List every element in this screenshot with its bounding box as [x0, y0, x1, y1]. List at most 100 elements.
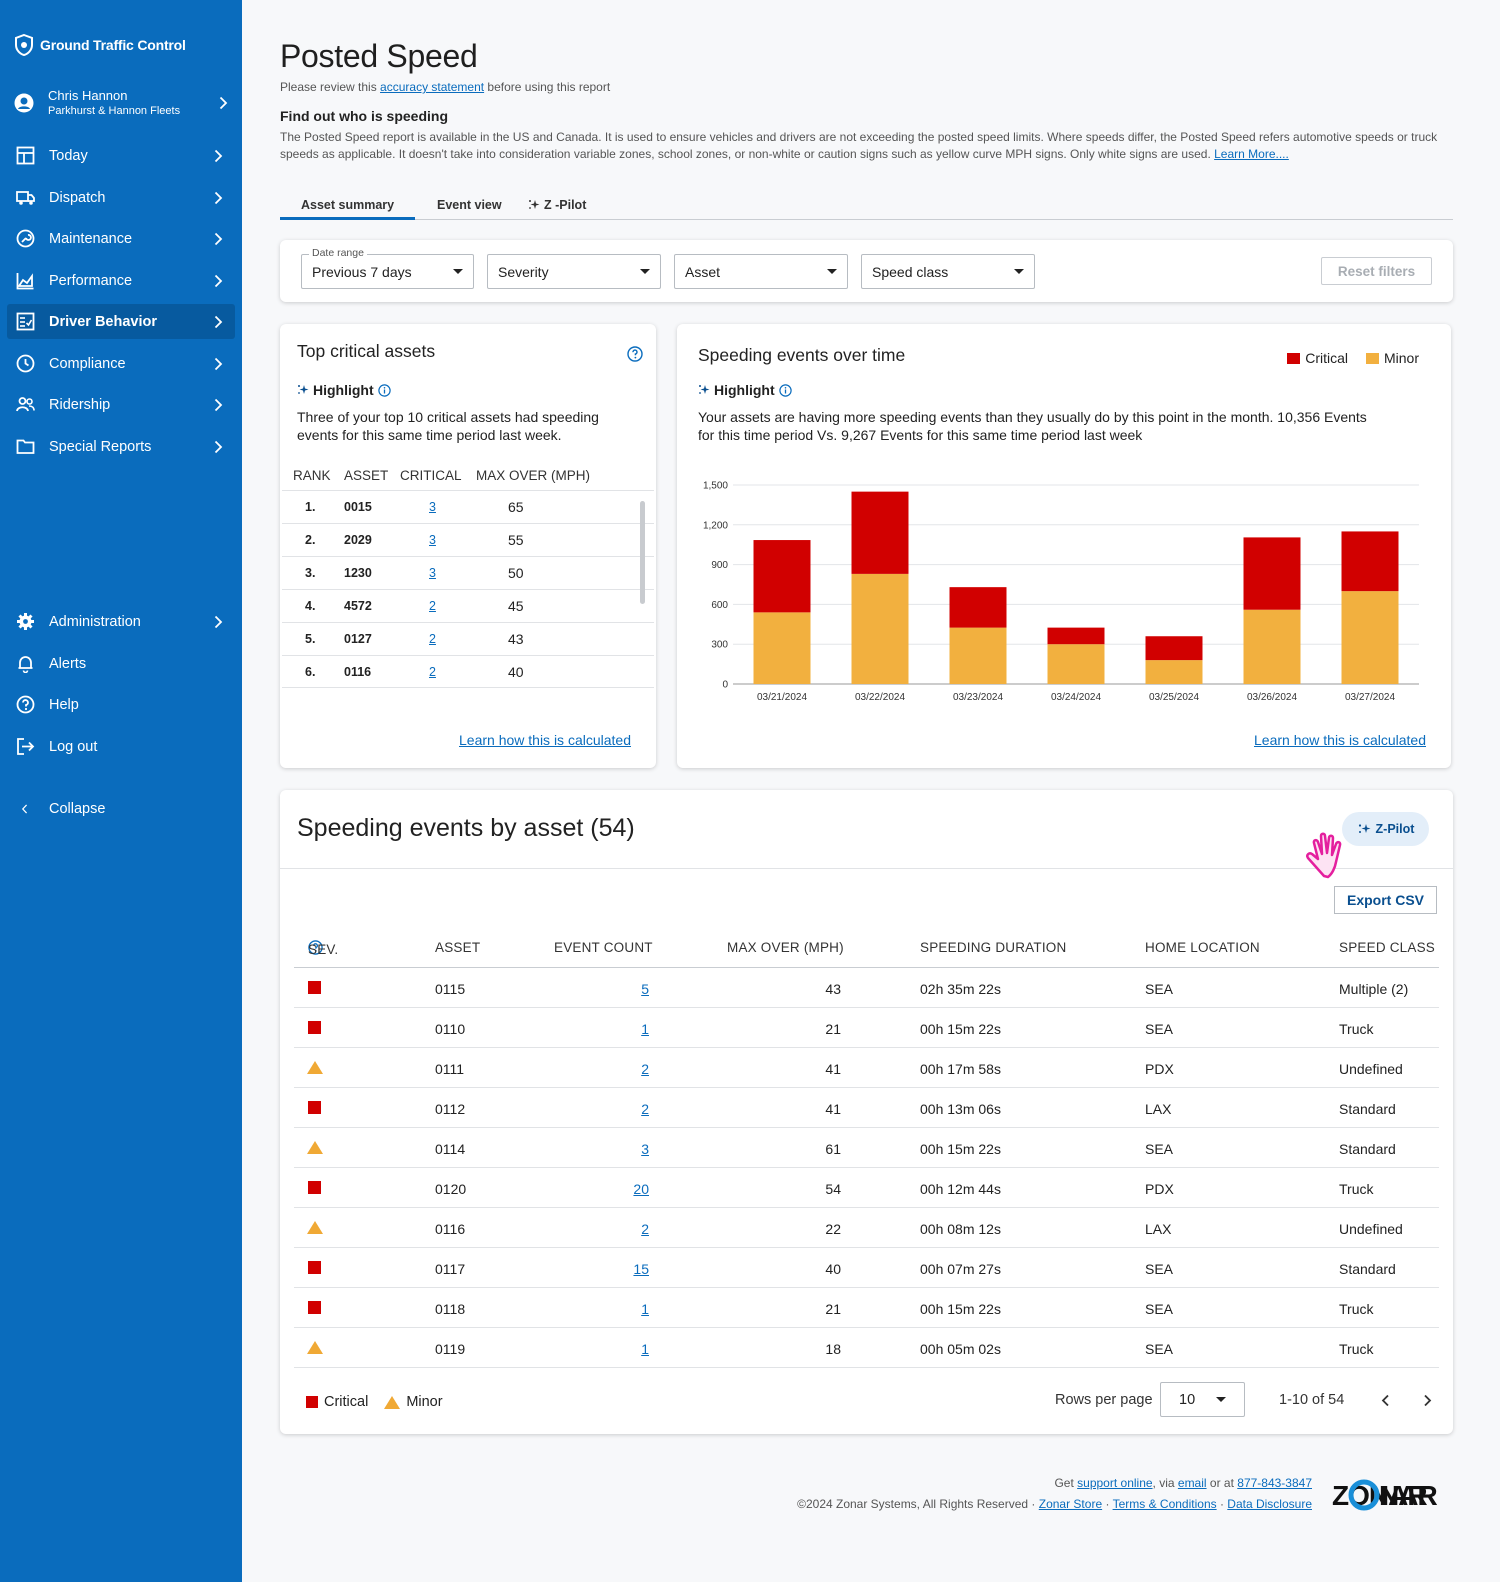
rows-per-page-value: 10	[1179, 1391, 1196, 1408]
collapse-button[interactable]: Collapse	[7, 791, 235, 826]
z-pilot-button[interactable]: Z-Pilot	[1342, 812, 1429, 846]
collapse-label: Collapse	[49, 800, 106, 817]
event-count-link[interactable]: 2	[641, 1061, 649, 1077]
critical-count-link[interactable]: 2	[429, 665, 436, 679]
event-count-link[interactable]: 1	[641, 1301, 649, 1317]
learn-calculated-link[interactable]: Learn how this is calculated	[459, 732, 631, 748]
tab-z-pilot[interactable]: Z -Pilot	[528, 198, 586, 212]
sidebar-item-driver-behavior[interactable]: Driver Behavior	[7, 304, 235, 339]
speeding-duration: 00h 07m 27s	[920, 1261, 1001, 1277]
event-count-link[interactable]: 1	[641, 1341, 649, 1357]
table-row: 0118 1 21 00h 15m 22s SEA Truck	[294, 1288, 1439, 1328]
event-count-link[interactable]: 5	[641, 981, 649, 997]
event-count-link[interactable]: 20	[633, 1181, 649, 1197]
find-description: The Posted Speed report is available in …	[280, 129, 1440, 162]
info-icon[interactable]	[778, 383, 792, 397]
learn-calculated-link[interactable]: Learn how this is calculated	[1254, 732, 1426, 748]
chevron-right-icon	[214, 357, 223, 371]
highlight-text: Your assets are having more speeding eve…	[698, 409, 1367, 443]
event-count-link[interactable]: 3	[641, 1141, 649, 1157]
sidebar-item-logout[interactable]: Log out	[7, 729, 235, 764]
asset-select[interactable]: Asset	[674, 254, 848, 289]
tab-event-view[interactable]: Event view	[437, 198, 502, 212]
home-location: PDX	[1145, 1061, 1174, 1077]
caret-down-icon	[827, 269, 837, 274]
sidebar-item-label: Maintenance	[49, 230, 133, 247]
sidebar-item-alerts[interactable]: Alerts	[7, 646, 235, 681]
speed-class-select[interactable]: Speed class	[861, 254, 1035, 289]
event-count-link[interactable]: 15	[633, 1261, 649, 1277]
phone-link[interactable]: 877-843-3847	[1237, 1476, 1312, 1490]
info-icon[interactable]	[377, 383, 391, 397]
help-icon[interactable]	[627, 346, 643, 362]
brand[interactable]: Ground Traffic Control	[14, 34, 186, 56]
page-title: Posted Speed	[280, 38, 478, 74]
sidebar-item-performance[interactable]: Performance	[7, 263, 235, 298]
event-count-link[interactable]: 2	[641, 1221, 649, 1237]
next-page-button[interactable]	[1423, 1394, 1432, 1407]
speeding-duration: 00h 15m 22s	[920, 1301, 1001, 1317]
accuracy-statement-link[interactable]: accuracy statement	[380, 80, 485, 94]
help-icon[interactable]	[308, 940, 323, 955]
critical-count-link[interactable]: 3	[429, 500, 436, 514]
rows-per-page-select[interactable]: 10	[1160, 1382, 1245, 1417]
speed-class: Multiple (2)	[1339, 981, 1409, 997]
tab-z-pilot-label: Z -Pilot	[544, 198, 587, 212]
home-location: LAX	[1145, 1221, 1172, 1237]
bar-minor	[851, 573, 909, 684]
table-row: 0120 20 54 00h 12m 44s PDX Truck	[294, 1168, 1439, 1208]
footer-or-at: or at	[1206, 1476, 1238, 1490]
max-over: 41	[825, 1061, 841, 1077]
export-csv-button[interactable]: Export CSV	[1334, 886, 1437, 914]
legend-critical-label: Critical	[324, 1394, 369, 1410]
bar-minor	[949, 627, 1007, 684]
col-sev-label: SEV.	[308, 942, 339, 957]
learn-more-link[interactable]: Learn More....	[1214, 146, 1289, 161]
critical-count-link[interactable]: 3	[429, 533, 436, 547]
critical-count-link[interactable]: 3	[429, 566, 436, 580]
minor-triangle-icon	[307, 1061, 323, 1074]
date-range-select[interactable]: Date range Previous 7 days	[301, 247, 474, 289]
critical-square-icon	[308, 981, 321, 994]
terms-link[interactable]: Terms & Conditions	[1112, 1497, 1217, 1511]
sparkle-icon	[1358, 824, 1371, 833]
sidebar-item-maintenance[interactable]: Maintenance	[7, 221, 235, 256]
user-menu[interactable]: Chris Hannon Parkhurst & Hannon Fleets	[14, 88, 228, 118]
chevron-right-icon	[214, 398, 223, 412]
data-disclosure-link[interactable]: Data Disclosure	[1227, 1497, 1312, 1511]
highlight-label: Highlight	[698, 382, 792, 398]
rank: 4.	[305, 599, 316, 613]
reset-filters-button[interactable]: Reset filters	[1321, 257, 1432, 285]
table-row: 6. 0116 2 40	[282, 655, 654, 688]
sidebar-item-special-reports[interactable]: Special Reports	[7, 429, 235, 464]
sidebar-item-compliance[interactable]: Compliance	[7, 346, 235, 381]
brand-name: Ground Traffic Control	[40, 37, 186, 53]
x-tick-label: 03/27/2024	[1345, 692, 1395, 703]
event-count-link[interactable]: 1	[641, 1021, 649, 1037]
zonar-store-link[interactable]: Zonar Store	[1038, 1497, 1103, 1511]
tab-asset-summary[interactable]: Asset summary	[280, 198, 416, 220]
truck-icon	[15, 188, 35, 208]
sidebar-item-label: Log out	[49, 738, 98, 755]
scrollbar[interactable]	[640, 501, 645, 604]
speeding-duration: 00h 05m 02s	[920, 1341, 1001, 1357]
date-range-value: Previous 7 days	[312, 263, 412, 280]
critical-count-link[interactable]: 2	[429, 632, 436, 646]
event-count-link[interactable]: 2	[641, 1101, 649, 1117]
table-row: 0117 15 40 00h 07m 27s SEA Standard	[294, 1248, 1439, 1288]
sidebar-item-today[interactable]: Today	[7, 138, 235, 173]
speeding-bar-chart: 0 300 600 900 1,200 1,500 03/21/2024 03/22/2024…	[703, 481, 1419, 703]
severity-select[interactable]: Severity	[487, 254, 661, 289]
sidebar-item-administration[interactable]: Administration	[7, 604, 235, 639]
max-over: 40	[508, 664, 524, 680]
help-icon	[15, 695, 35, 715]
sidebar-item-help[interactable]: Help	[7, 687, 235, 722]
critical-count-link[interactable]: 2	[429, 599, 436, 613]
support-online-link[interactable]: support online	[1077, 1476, 1153, 1490]
prev-page-button[interactable]	[1381, 1394, 1390, 1407]
folder-icon	[15, 437, 35, 457]
sidebar-item-dispatch[interactable]: Dispatch	[7, 180, 235, 215]
sidebar-item-ridership[interactable]: Ridership	[7, 387, 235, 422]
email-link[interactable]: email	[1177, 1476, 1207, 1490]
col-speed-class: SPEED CLASS	[1339, 940, 1435, 955]
